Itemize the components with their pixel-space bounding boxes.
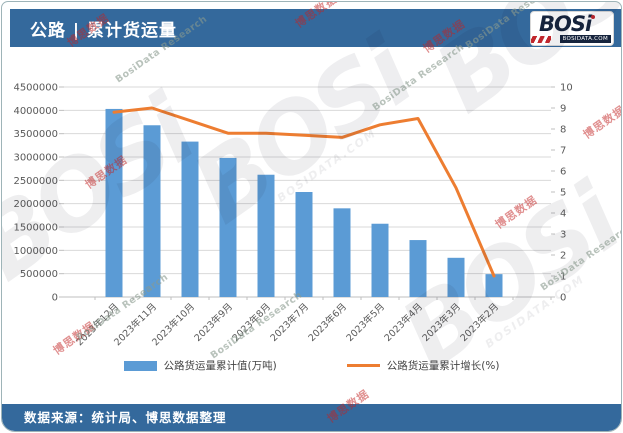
freight-bar xyxy=(485,274,503,297)
freight-bar xyxy=(219,157,237,297)
left-axis-label: 2000000 xyxy=(13,199,58,210)
x-axis-label: 2023年4月 xyxy=(382,301,425,344)
freight-bar xyxy=(371,223,389,297)
bosi-logo-text: BOSi xyxy=(539,12,596,36)
left-axis-label: 4500000 xyxy=(13,83,58,94)
legend-bar-label: 公路货运量累计值(万吨) xyxy=(163,360,277,372)
freight-bar xyxy=(409,240,427,297)
x-axis-label: 2023年5月 xyxy=(344,301,387,344)
chart-svg: 0 500000 1000000 1500000 2000000 2500000 30000… xyxy=(13,83,573,349)
right-axis-label: 2 xyxy=(560,251,566,262)
x-axis-label: 2023年2月 xyxy=(458,301,501,344)
right-axis-label: 10 xyxy=(560,83,573,94)
left-axis-label: 1000000 xyxy=(13,246,58,257)
footer-bar: 数据来源：统计局、博思数据整理 xyxy=(2,404,621,431)
right-axis-label: 0 xyxy=(560,293,566,304)
legend-item-line: 公路货运量累计增长(%) xyxy=(346,358,500,373)
header-bar: 公路 | 累计货运量 BOSi BOSIDATA.COM xyxy=(10,9,621,47)
right-axis-label: 7 xyxy=(560,146,566,157)
left-axis-label: 500000 xyxy=(20,269,58,280)
growth-line xyxy=(112,106,496,278)
right-axis-label: 9 xyxy=(560,104,566,115)
freight-bar xyxy=(257,174,275,297)
legend-item-bar: 公路货运量累计值(万吨) xyxy=(123,358,277,373)
right-axis-label: 5 xyxy=(560,188,566,199)
bosi-logo: BOSi BOSIDATA.COM xyxy=(530,11,614,46)
chart-legend: 公路货运量累计值(万吨) 公路货运量累计增长(%) xyxy=(2,358,621,373)
x-axis-label: 2023年7月 xyxy=(268,301,311,344)
left-axis-label: 1500000 xyxy=(13,223,58,234)
right-axis-label: 3 xyxy=(560,230,566,241)
freight-bar xyxy=(447,257,465,297)
logo-stripe-icon xyxy=(531,36,551,43)
legend-line-label: 公路货运量累计增长(%) xyxy=(386,360,500,372)
freight-bar xyxy=(333,208,351,297)
freight-bar xyxy=(105,108,123,297)
left-axis-label: 0 xyxy=(52,293,58,304)
right-axis-label: 8 xyxy=(560,125,566,136)
data-source-text: 数据来源：统计局、博思数据整理 xyxy=(24,410,227,425)
x-axis-label: 2023年3月 xyxy=(420,301,463,344)
x-axis-label: 2023年6月 xyxy=(306,301,349,344)
freight-bar xyxy=(181,141,199,297)
left-axis-label: 2500000 xyxy=(13,176,58,187)
chart-area: 0 500000 1000000 1500000 2000000 2500000 30000… xyxy=(2,60,621,360)
right-axis-label: 1 xyxy=(560,272,566,283)
right-axis-label: 4 xyxy=(560,209,566,220)
right-axis-label: 6 xyxy=(560,167,566,178)
page-title: 公路 | 累计货运量 xyxy=(30,20,178,41)
x-axis-label: 2023年8月 xyxy=(230,301,273,344)
freight-bar xyxy=(143,125,161,298)
left-axis-label: 4000000 xyxy=(13,106,58,117)
left-axis-label: 3500000 xyxy=(13,129,58,140)
freight-bar xyxy=(295,192,313,297)
left-axis-label: 3000000 xyxy=(13,153,58,164)
bosi-logo-domain: BOSIDATA.COM xyxy=(559,35,611,43)
bar-swatch-icon xyxy=(123,360,157,371)
line-swatch-icon xyxy=(346,364,380,367)
x-axis-label: 2023年9月 xyxy=(192,301,235,344)
